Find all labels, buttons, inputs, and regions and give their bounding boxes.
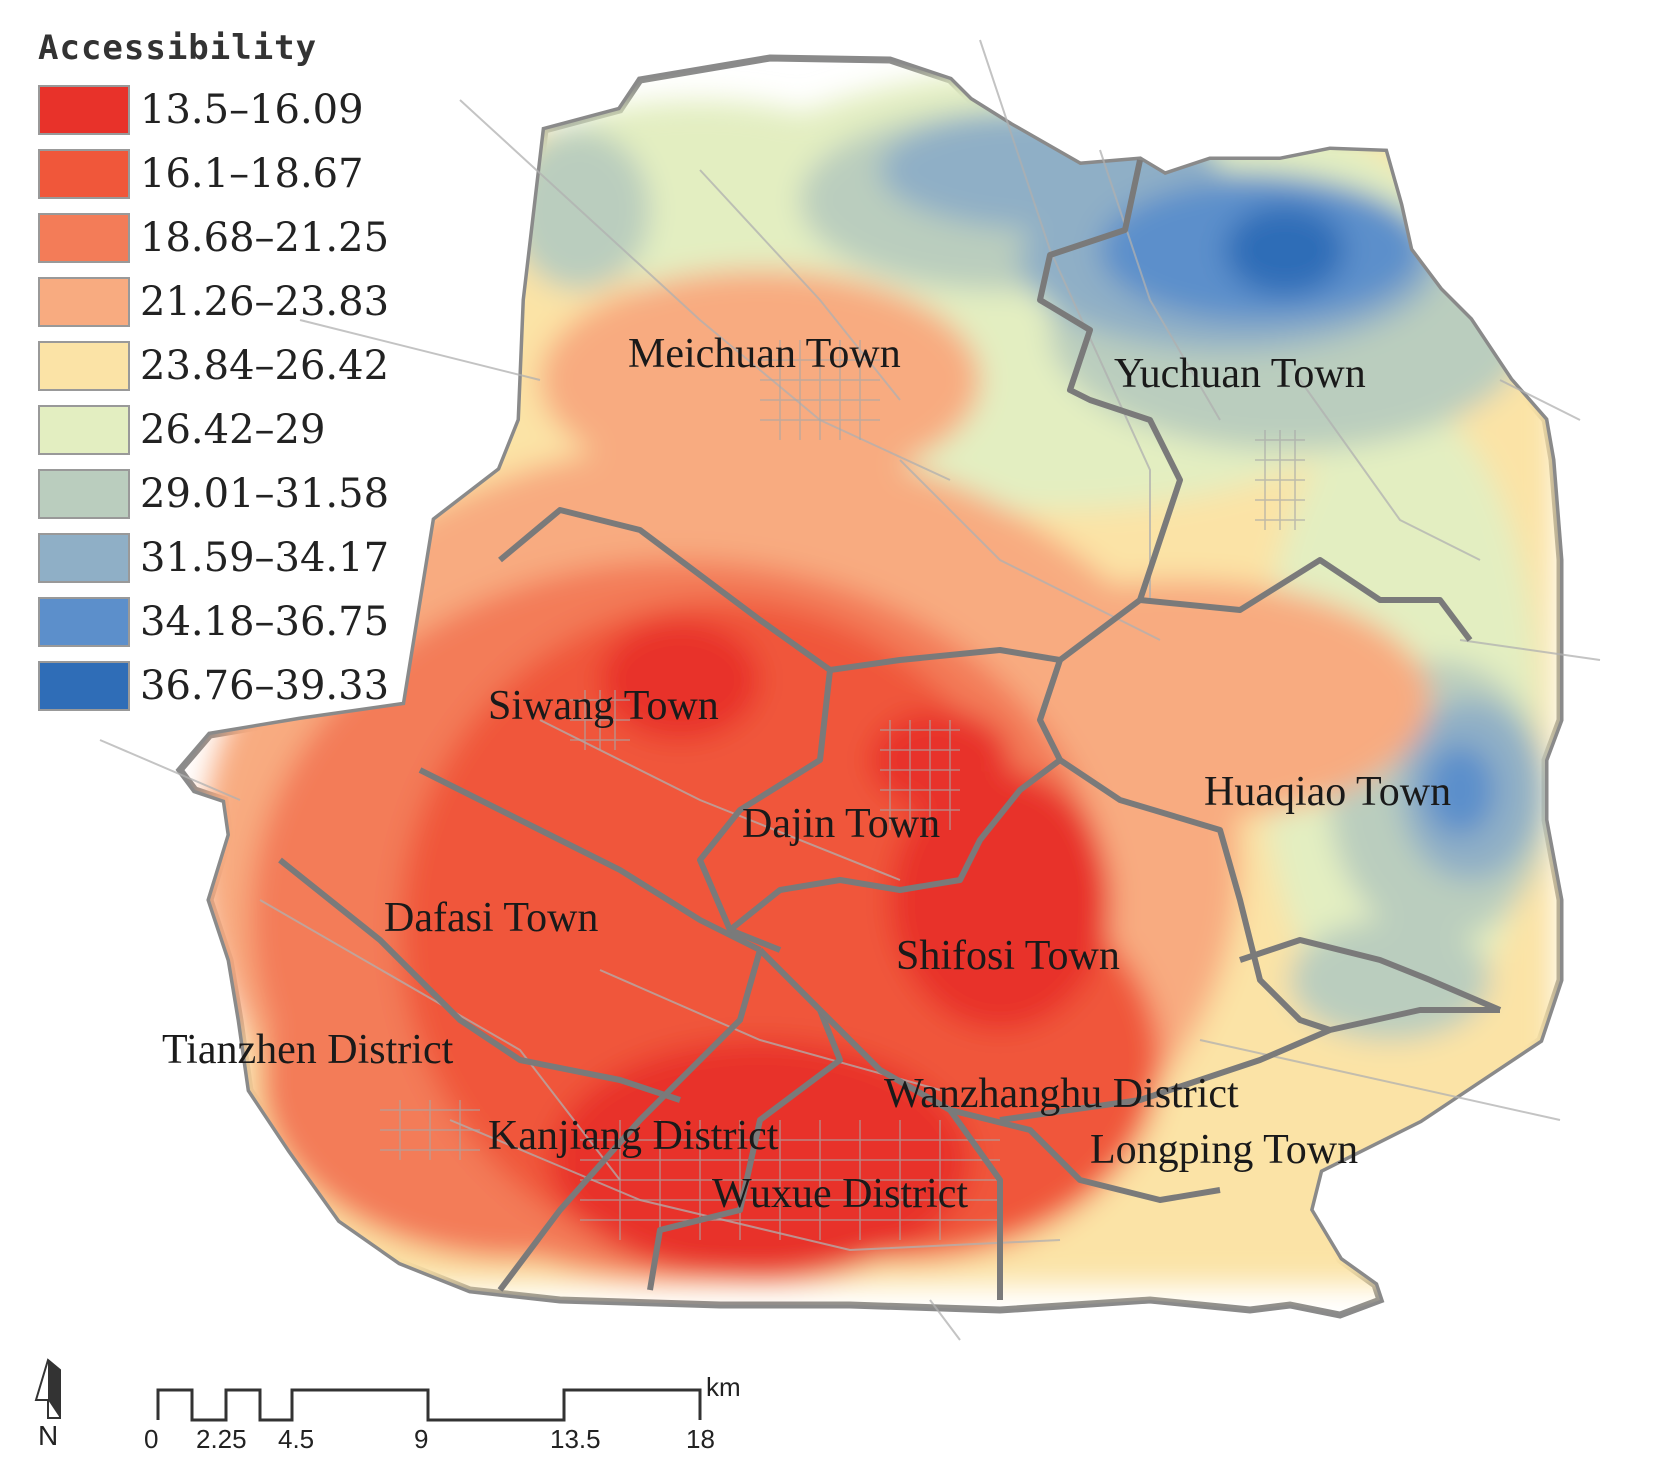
label-siwang-town: Siwang Town bbox=[488, 683, 719, 729]
label-meichuan-town: Meichuan Town bbox=[628, 331, 901, 377]
legend-label: 16.1–18.67 bbox=[140, 151, 364, 197]
legend-swatch bbox=[38, 341, 130, 391]
scale-tick-label: 4.5 bbox=[278, 1424, 315, 1454]
legend-swatch bbox=[38, 277, 130, 327]
label-wuxue-district: Wuxue District bbox=[712, 1171, 969, 1217]
legend-item: 23.84–26.42 bbox=[38, 334, 389, 398]
scale-tick-label: 13.5 bbox=[550, 1424, 601, 1454]
legend-item: 26.42–29 bbox=[38, 398, 389, 462]
label-shifosi-town: Shifosi Town bbox=[896, 933, 1120, 979]
label-dajin-town: Dajin Town bbox=[742, 801, 941, 847]
town-grids bbox=[380, 340, 1305, 1240]
label-dafasi-town: Dafasi Town bbox=[384, 895, 599, 941]
legend-item: 34.18–36.75 bbox=[38, 590, 389, 654]
legend-label: 36.76–39.33 bbox=[140, 663, 390, 709]
legend-label: 13.5–16.09 bbox=[140, 87, 364, 133]
town-boundaries bbox=[278, 159, 1502, 1300]
legend-item: 13.5–16.09 bbox=[38, 78, 389, 142]
legend-item: 31.59–34.17 bbox=[38, 526, 389, 590]
north-label: N bbox=[38, 1420, 59, 1451]
accessibility-surface bbox=[200, 70, 1555, 1285]
legend-swatch bbox=[38, 405, 130, 455]
legend-label: 26.42–29 bbox=[140, 407, 326, 453]
label-kanjiang-district: Kanjiang District bbox=[488, 1113, 779, 1159]
label-wanzhanghu-district: Wanzhanghu District bbox=[884, 1071, 1239, 1117]
legend-title: Accessibility bbox=[38, 28, 318, 68]
legend-label: 34.18–36.75 bbox=[140, 599, 390, 645]
legend-item: 18.68–21.25 bbox=[38, 206, 389, 270]
label-huaqiao-town: Huaqiao Town bbox=[1204, 769, 1452, 815]
legend-swatch bbox=[38, 149, 130, 199]
legend: Accessibility 13.5–16.09 16.1–18.67 18.68–… bbox=[38, 28, 389, 718]
legend-swatch bbox=[38, 85, 130, 135]
legend-label: 21.26–23.83 bbox=[140, 279, 390, 325]
label-yuchuan-town: Yuchuan Town bbox=[1114, 351, 1366, 397]
legend-swatch bbox=[38, 469, 130, 519]
legend-swatch bbox=[38, 597, 130, 647]
legend-swatch bbox=[38, 533, 130, 583]
legend-swatch bbox=[38, 661, 130, 711]
legend-label: 31.59–34.17 bbox=[140, 535, 390, 581]
scale-tick-label: 18 bbox=[686, 1424, 715, 1454]
scale-tick-label: 0 bbox=[144, 1424, 159, 1454]
legend-label: 18.68–21.25 bbox=[140, 215, 390, 261]
legend-swatch bbox=[38, 213, 130, 263]
north-arrow-icon bbox=[34, 1358, 61, 1419]
scale-tick-label: 2.25 bbox=[196, 1424, 247, 1454]
legend-label: 29.01–31.58 bbox=[140, 471, 390, 517]
legend-item: 16.1–18.67 bbox=[38, 142, 389, 206]
scale-tick-label: 9 bbox=[414, 1424, 429, 1454]
scale-unit: km bbox=[706, 1372, 741, 1402]
label-longping-town: Longping Town bbox=[1090, 1127, 1359, 1173]
legend-item: 21.26–23.83 bbox=[38, 270, 389, 334]
legend-item: 36.76–39.33 bbox=[38, 654, 389, 718]
scale-bar bbox=[156, 1388, 702, 1422]
label-tianzhen-district: Tianzhen District bbox=[162, 1027, 454, 1073]
legend-label: 23.84–26.42 bbox=[140, 343, 390, 389]
legend-item: 29.01–31.58 bbox=[38, 462, 389, 526]
